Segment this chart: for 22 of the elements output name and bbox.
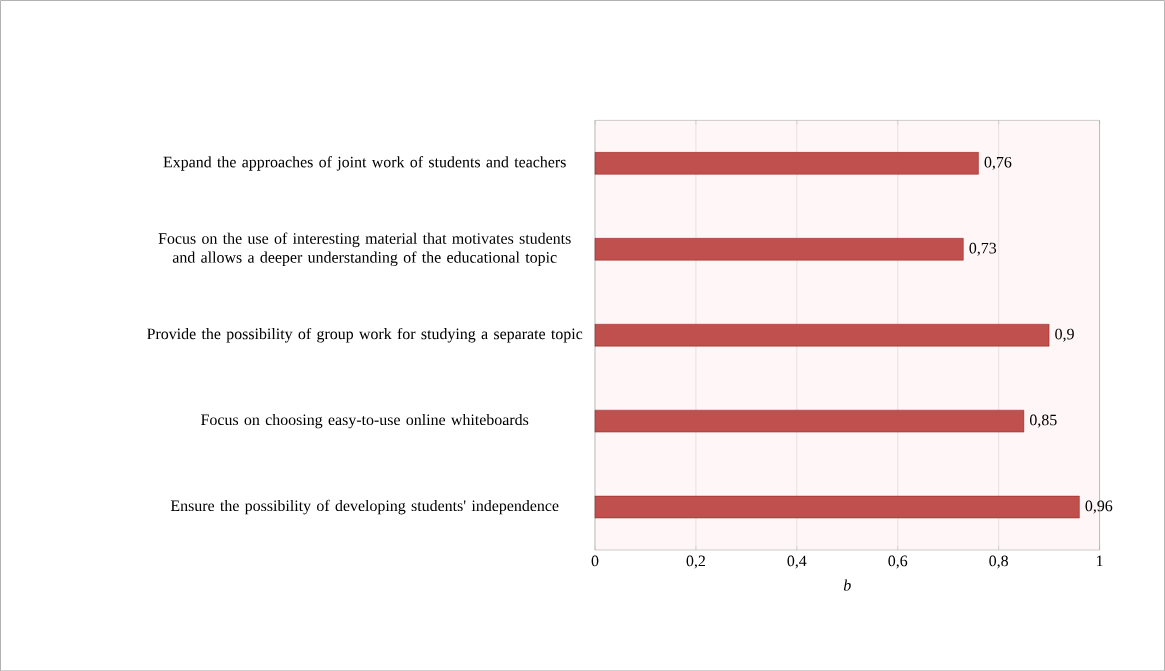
x-tick-label: 0 bbox=[591, 555, 599, 567]
bar bbox=[594, 151, 979, 175]
data-label: 0,76 bbox=[984, 156, 1012, 170]
y-tick-label: Ensure the possibility of developing students' independence bbox=[170, 499, 559, 515]
y-tick-label: Provide the possibility of group work for studying a separate topic bbox=[147, 327, 583, 343]
data-label: 0,73 bbox=[969, 242, 997, 256]
x-tick-label: 1 bbox=[1096, 555, 1103, 566]
bar bbox=[594, 237, 964, 261]
x-tick-label: 0,8 bbox=[989, 555, 1008, 569]
x-tick-label: 0,6 bbox=[888, 555, 908, 569]
bar bbox=[594, 495, 1080, 519]
x-tick-label: 0,4 bbox=[787, 555, 807, 569]
data-label: 0,9 bbox=[1055, 328, 1074, 342]
x-tick-label: 0,2 bbox=[686, 555, 705, 569]
data-label: 0,96 bbox=[1085, 500, 1113, 514]
y-tick-label: Focus on the use of interesting material that motivates students and allows a deeper understanding of the educational topic bbox=[158, 232, 571, 266]
bar bbox=[594, 409, 1025, 433]
data-label: 0,85 bbox=[1029, 414, 1057, 428]
x-axis-title: b bbox=[843, 579, 851, 591]
y-tick-label: Expand the approaches of joint work of students and teachers bbox=[163, 155, 566, 171]
bar bbox=[594, 323, 1050, 347]
y-tick-label: Focus on choosing easy-to-use online whiteboards bbox=[201, 413, 529, 429]
